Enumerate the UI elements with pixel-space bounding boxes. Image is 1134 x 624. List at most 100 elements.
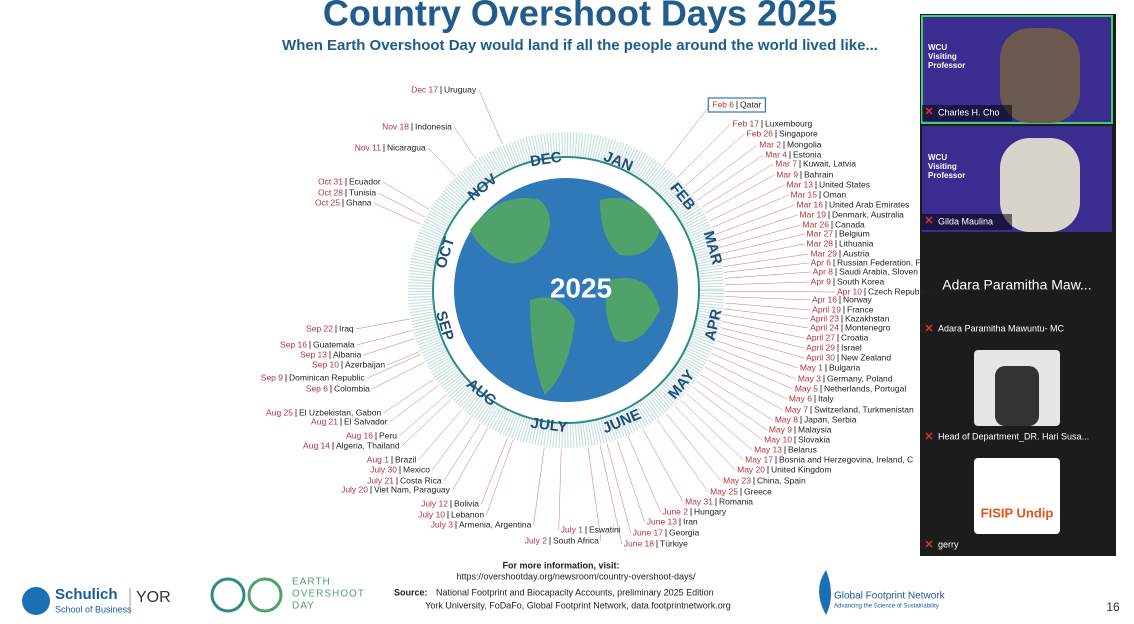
leader-line bbox=[599, 445, 622, 545]
overshoot-date: May 31 bbox=[685, 496, 713, 506]
country-name: Hungary bbox=[694, 506, 727, 516]
leader-line bbox=[716, 340, 798, 369]
leader-line bbox=[724, 281, 809, 286]
center-year: 2025 bbox=[550, 272, 612, 303]
country-name: United Kingdom bbox=[771, 464, 831, 474]
country-name: Lithuania bbox=[839, 238, 874, 248]
leader-line bbox=[714, 347, 796, 380]
leader-line bbox=[628, 436, 661, 513]
source-line2: York University, FoDaFo, Global Footprin… bbox=[425, 600, 731, 610]
tile-title: WCU bbox=[928, 153, 947, 162]
month-label: JULY bbox=[530, 415, 569, 436]
country-name: United Arab Emirates bbox=[829, 199, 909, 209]
country-name: Bulgaria bbox=[829, 362, 860, 372]
country-name: United States bbox=[819, 179, 870, 189]
gfn-sub: Advancing the Science of Sustainability bbox=[834, 604, 939, 610]
leader-line bbox=[718, 333, 805, 359]
overshoot-date: May 13 bbox=[754, 444, 782, 454]
country-name: Kazakhstan bbox=[845, 313, 890, 323]
overshoot-date: Sep 10 bbox=[312, 359, 339, 369]
overshoot-date: Aug 21 bbox=[311, 416, 338, 426]
country-name: Singapore bbox=[779, 128, 818, 138]
country-name: Japan, Serbia bbox=[804, 414, 857, 424]
leader-line bbox=[367, 354, 421, 379]
country-name: Costa Rica bbox=[400, 475, 442, 485]
overshoot-date: Sep 9 bbox=[261, 372, 283, 382]
overshoot-date: April 30 bbox=[806, 352, 835, 362]
overshoot-date: April 23 bbox=[810, 313, 839, 323]
tile-title: Professor bbox=[928, 171, 965, 180]
leader-line bbox=[701, 163, 774, 208]
leader-line bbox=[724, 271, 811, 279]
leader-line bbox=[452, 428, 488, 491]
overshoot-date: Feb 17 bbox=[733, 118, 760, 128]
leader-line bbox=[697, 154, 764, 201]
overshoot-date: May 25 bbox=[710, 486, 738, 496]
overshoot-date: Mar 4 bbox=[765, 149, 787, 159]
country-name: Viet Nam, Paraguay bbox=[374, 484, 451, 494]
overshoot-date: Mar 27 bbox=[807, 228, 834, 238]
slide-title: Country Overshoot Days 2025 bbox=[323, 0, 837, 34]
leader-line bbox=[663, 104, 711, 165]
overshoot-date: June 13 bbox=[647, 516, 678, 526]
overshoot-date: Mar 7 bbox=[775, 158, 797, 168]
overshoot-date: Sep 16 bbox=[280, 339, 307, 349]
country-name: Canada bbox=[835, 219, 865, 229]
overshoot-date: Mar 15 bbox=[791, 189, 818, 199]
overshoot-date: May 10 bbox=[764, 434, 792, 444]
gfn: Global Footprint Network bbox=[834, 591, 946, 602]
leader-line bbox=[700, 374, 773, 421]
continent bbox=[600, 198, 660, 256]
tile-title: Visiting bbox=[928, 52, 957, 61]
country-name: Israel bbox=[841, 342, 862, 352]
overshoot-date: Feb 26 bbox=[747, 128, 774, 138]
continent bbox=[606, 278, 660, 342]
leader-line bbox=[712, 194, 789, 228]
person bbox=[995, 366, 1039, 426]
overshoot-date: Oct 28 bbox=[318, 187, 343, 197]
country-name: South Korea bbox=[837, 276, 885, 286]
leader-line bbox=[453, 126, 477, 160]
leader-line bbox=[443, 423, 481, 482]
country-name: Saudi Arabia, Sloven bbox=[839, 266, 918, 276]
overshoot-date: Apr 10 bbox=[837, 286, 862, 296]
overshoot-date: Sep 13 bbox=[300, 349, 327, 359]
overshoot-date: April 27 bbox=[806, 332, 835, 342]
country-name: Colombia bbox=[334, 383, 370, 393]
country-name: South Africa bbox=[553, 535, 599, 545]
leader-line bbox=[382, 181, 430, 210]
leader-line bbox=[714, 204, 795, 235]
participant-name: Head of Department_DR. Hari Susa... bbox=[938, 431, 1089, 441]
overshoot-date: Apr 6 bbox=[811, 257, 832, 267]
month-label: APR bbox=[702, 307, 726, 342]
overshoot-date: Sep 22 bbox=[306, 323, 333, 333]
overshoot-date: Oct 31 bbox=[318, 176, 343, 186]
country-name: Malaysia bbox=[798, 424, 832, 434]
leader-line bbox=[724, 290, 835, 293]
country-name: Norway bbox=[843, 294, 873, 304]
eod-line: OVERSHOOT bbox=[292, 589, 365, 600]
leader-line bbox=[721, 321, 805, 339]
country-name: Greece bbox=[744, 486, 772, 496]
source-label: Source: bbox=[394, 587, 428, 597]
overshoot-date: Mar 13 bbox=[787, 179, 814, 189]
country-name: Denmark, Australia bbox=[832, 209, 904, 219]
country-name: Slovakia bbox=[798, 434, 830, 444]
country-name: Nicaragua bbox=[387, 142, 426, 152]
leader-line bbox=[674, 405, 736, 471]
mic-muted-icon bbox=[925, 432, 933, 440]
country-name: Qatar bbox=[740, 99, 761, 109]
overshoot-date: July 20 bbox=[341, 484, 368, 494]
leader-line bbox=[696, 380, 767, 431]
country-name: Iraq bbox=[339, 323, 354, 333]
country-name: Kuwait, Latvia bbox=[803, 158, 856, 168]
leader-line bbox=[387, 351, 420, 366]
more-info: For more information, visit: bbox=[502, 560, 619, 570]
leader-line bbox=[723, 262, 809, 273]
participant-name: Adara Paramitha Mawuntu- MC bbox=[938, 323, 1065, 333]
country-name: Lebanon bbox=[451, 509, 484, 519]
overshoot-date: Feb 6 bbox=[712, 99, 734, 109]
participant-name: gerry bbox=[938, 539, 959, 549]
